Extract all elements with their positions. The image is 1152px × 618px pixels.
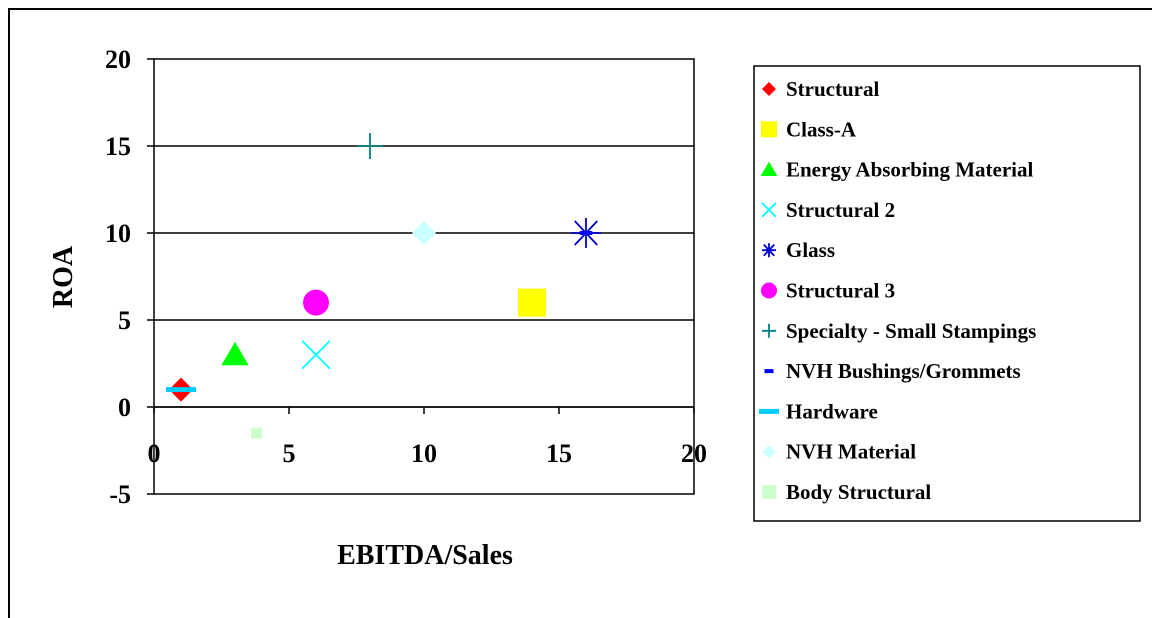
- legend-label: NVH Material: [786, 440, 916, 464]
- legend-label: NVH Bushings/Grommets: [786, 359, 1021, 383]
- data-point: [221, 341, 249, 366]
- legend-entry: Structural 3: [761, 279, 895, 303]
- legend-marker: [762, 323, 776, 338]
- legend-marker: [762, 485, 776, 499]
- data-points: [166, 133, 601, 439]
- legend-marker: [761, 121, 777, 138]
- legend-entry: Body Structural: [762, 480, 931, 504]
- x-tick-label: 5: [283, 439, 296, 468]
- data-point: [357, 133, 383, 159]
- y-tick-label: 0: [118, 393, 131, 422]
- x-tick-labels: 0 5 10 15 20: [148, 439, 708, 468]
- legend-label: Structural 2: [786, 198, 895, 222]
- legend-entry: Structural 2: [761, 198, 895, 222]
- legend-entry: NVH Material: [762, 440, 916, 464]
- data-point: [412, 221, 436, 245]
- y-tick-label: 15: [105, 132, 131, 161]
- y-axis-title: ROA: [48, 245, 79, 308]
- y-tick-label: -5: [109, 480, 131, 509]
- legend-label: Body Structural: [786, 480, 931, 504]
- legend-label: Hardware: [786, 399, 878, 423]
- legend-label: Specialty - Small Stampings: [786, 319, 1036, 343]
- legend-entry: NVH Bushings/Grommets: [764, 359, 1021, 383]
- legend-marker: [762, 243, 776, 258]
- legend-marker: [759, 408, 779, 414]
- legend-marker: [761, 282, 777, 299]
- legend-label: Structural: [786, 77, 879, 101]
- legend-label: Structural 3: [786, 279, 895, 303]
- grid-lines: [147, 58, 695, 495]
- x-tick-label: 20: [681, 439, 707, 468]
- legend-marker: [761, 202, 777, 218]
- chart-frame: [8, 8, 1152, 618]
- x-axis-title: EBITDA/Sales: [337, 540, 513, 571]
- data-point: [251, 427, 263, 439]
- plot-area: [153, 58, 695, 495]
- data-point: [301, 340, 331, 370]
- x-tick-label: 10: [411, 439, 437, 468]
- legend-marker: [762, 444, 776, 459]
- data-point: [518, 288, 546, 317]
- data-point: [166, 387, 196, 393]
- legend-entry: Hardware: [759, 399, 878, 423]
- legend-entry: Structural: [762, 77, 879, 101]
- legend: Structural Class-A Energy Absorbing Materi…: [753, 65, 1141, 522]
- legend-entry: Specialty - Small Stampings: [762, 319, 1036, 343]
- legend-entry: Energy Absorbing Material: [760, 158, 1033, 182]
- y-tick-label: 10: [105, 219, 131, 248]
- legend-label: Energy Absorbing Material: [786, 158, 1033, 182]
- legend-label: Glass: [786, 238, 835, 262]
- legend-marker: [760, 161, 778, 176]
- x-tick-label: 0: [148, 439, 161, 468]
- data-point: [303, 289, 329, 316]
- y-tick-label: 5: [118, 306, 131, 335]
- legend-marker: [764, 369, 774, 374]
- data-point: [579, 231, 593, 235]
- legend-box: [753, 65, 1141, 522]
- x-tick-label: 15: [546, 439, 572, 468]
- y-tick-labels: -5 0 5 10 15 20: [105, 45, 131, 509]
- legend-marker: [762, 82, 776, 96]
- legend-label: Class-A: [786, 117, 857, 141]
- legend-entry: Class-A: [761, 117, 857, 141]
- legend-entry: Glass: [762, 238, 835, 262]
- y-tick-label: 20: [105, 45, 131, 74]
